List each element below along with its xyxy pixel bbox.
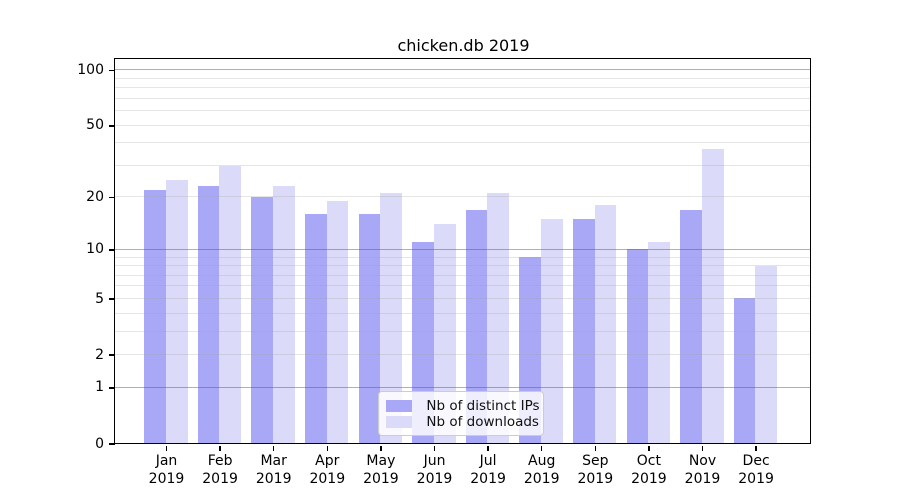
x-tick-label: Jun 2019 [416,453,453,487]
gridline-8 [115,265,811,267]
y-tick-label: 5 [95,290,104,307]
legend-swatch-distinct-ips-icon [386,399,413,412]
gridline-40 [115,142,811,144]
x-tick-label: Sep 2019 [577,453,614,487]
bar-downloads [594,205,617,444]
x-tick-label: Nov 2019 [684,453,721,487]
gridline-9 [115,256,811,258]
x-tick-mark [433,445,436,451]
x-tick-mark [594,445,597,451]
x-tick-mark [701,445,704,451]
bar-downloads [165,179,188,444]
bar-distinct-ips [358,214,381,444]
gridline-30 [115,164,811,166]
y-tick-mark [108,443,115,445]
legend-item-distinct-ips: Nb of distinct IPs [386,397,540,414]
x-tick-label: Jan 2019 [148,453,185,487]
plot-area: Nb of distinct IPs Nb of downloads [114,58,812,445]
bar-distinct-ips [465,209,488,444]
gridline-1 [115,386,811,388]
y-tick-label: 100 [77,62,104,78]
x-tick-label: May 2019 [363,453,399,487]
x-tick-mark [165,445,168,451]
y-tick-mark [108,249,115,251]
bar-downloads [541,219,563,444]
bar-distinct-ips [733,298,756,444]
y-tick-mark [108,125,115,127]
y-tick-mark [108,69,115,72]
gridline-6 [115,285,811,287]
bar-downloads [326,201,349,444]
bar-distinct-ips [251,197,274,444]
bar-downloads [433,224,456,444]
x-tick-mark [540,445,543,451]
gridline-80 [115,87,811,89]
y-tick-label: 2 [95,346,104,363]
x-tick-mark [380,445,382,451]
x-tick-mark [755,445,757,451]
y-tick-label: 1 [95,379,104,396]
gridline-50 [115,124,811,126]
legend-label-distinct-ips: Nb of distinct IPs [426,397,540,414]
y-tick-mark [108,387,115,389]
legend-item-downloads: Nb of downloads [386,414,539,431]
bar-downloads [487,193,510,444]
gridline-3 [115,330,811,332]
x-tick-mark [648,445,650,451]
bar-downloads [648,242,670,444]
gridline-60 [115,110,811,112]
legend: Nb of distinct IPs Nb of downloads [378,391,545,437]
bar-downloads [273,186,295,444]
x-tick-mark [487,445,489,451]
gridline-2 [115,353,811,355]
gridline-7 [115,274,811,276]
x-tick-label: Mar 2019 [255,453,292,487]
bar-distinct-ips [572,219,595,444]
y-tick-label: 10 [86,241,104,258]
y-tick-mark [108,196,115,199]
y-tick-label: 0 [95,435,104,452]
legend-label-downloads: Nb of downloads [426,414,539,431]
gridline-10 [115,248,811,250]
bar-distinct-ips [626,249,649,444]
x-tick-label: Dec 2019 [738,453,774,487]
gridline-90 [115,77,811,79]
y-tick-mark [108,354,115,356]
x-tick-label: Feb 2019 [202,453,238,487]
x-tick-mark [219,445,221,451]
gridline-70 [115,97,811,99]
y-tick-mark [108,298,115,300]
gridline-20 [115,196,811,198]
legend-swatch-downloads-icon [386,416,413,429]
bar-downloads [755,265,778,444]
bar-distinct-ips [680,209,702,444]
x-tick-label: Apr 2019 [309,453,346,487]
bar-downloads [219,165,242,444]
x-tick-label: Jul 2019 [470,453,506,487]
bar-distinct-ips [144,189,166,444]
gridline-4 [115,312,811,314]
x-tick-label: Oct 2019 [631,453,667,487]
y-tick-label: 20 [86,189,104,206]
x-tick-label: Aug 2019 [523,453,560,487]
bar-distinct-ips [304,214,327,444]
gridline-100 [115,69,811,71]
y-tick-label: 50 [86,117,104,134]
bar-downloads [380,193,402,444]
chart-title: chicken.db 2019 [397,36,530,55]
bar-downloads [701,149,724,444]
x-tick-mark [272,445,275,451]
x-tick-mark [326,445,329,451]
gridline-5 [115,297,811,299]
bar-distinct-ips [197,186,220,444]
